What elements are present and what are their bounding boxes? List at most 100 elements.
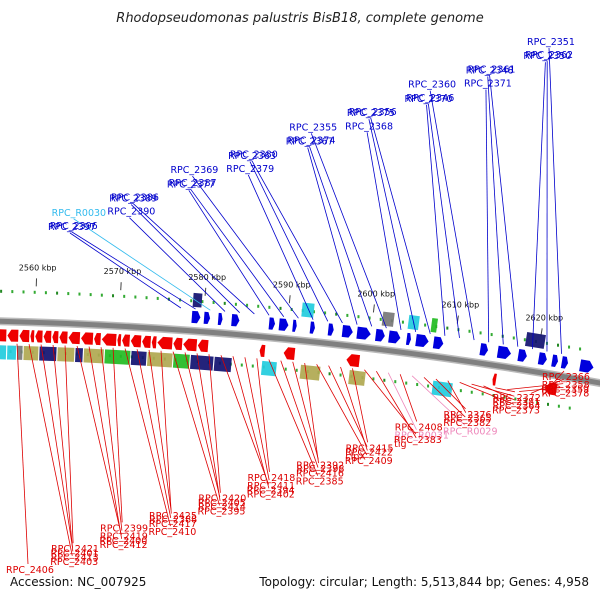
label-leader-line [495, 387, 515, 393]
gene-label: RPC_2364 [493, 401, 541, 412]
label-leader-line [132, 203, 255, 315]
label-leader-line [208, 354, 221, 493]
gene-label: RPC_2370 [405, 94, 453, 105]
gene-label: RPC_2410 [148, 527, 196, 538]
gene-label: RPC_2411 [247, 481, 295, 492]
inner-scale-dot [240, 363, 243, 367]
label-leader-line [244, 357, 270, 481]
outer-scale-dot [67, 292, 70, 296]
outer-scale-dot [78, 292, 81, 296]
outer-scale-dot [268, 305, 271, 309]
gene-label: RPC_2366 [542, 372, 590, 383]
label-leader-line [429, 90, 475, 341]
forward-gene-arrow [405, 332, 411, 346]
label-leader-line [366, 132, 402, 331]
label-leader-line [340, 366, 368, 451]
gene-label: RPC_2371 [464, 79, 512, 90]
reverse-gene-arrow [59, 331, 68, 344]
reverse-gene-arrow [173, 337, 183, 351]
outer-scale-dot [56, 291, 59, 295]
label-leader-line [352, 368, 369, 443]
forward-gene-arrow [415, 334, 429, 348]
outer-scale-dot [212, 300, 215, 304]
outer-scale-dot [22, 290, 25, 294]
inner-scale-dot [427, 384, 430, 388]
label-leader-line [532, 62, 546, 350]
gene-label: RPC_2394 [247, 486, 295, 497]
kbp-tick-mark [288, 295, 291, 304]
reverse-cog-block [260, 360, 277, 377]
forward-gene-arrow [231, 314, 240, 327]
forward-gene-arrow [388, 330, 401, 344]
rna-gene-label: RPC_R0031 [394, 431, 449, 442]
gene-label: RPC_2378 [541, 388, 589, 399]
outer-scale-dot [223, 301, 226, 305]
reverse-cog-block [431, 380, 453, 398]
reverse-gene-arrow [94, 332, 101, 346]
cog-feature-layer [0, 292, 546, 398]
label-leader-line [542, 370, 565, 396]
label-leader-line [251, 160, 343, 324]
inner-scale-dot [514, 397, 517, 401]
label-leader-line [548, 47, 562, 354]
inner-scale-dot [372, 377, 375, 381]
outer-scale-dot [357, 315, 360, 319]
gene-label: RPC_2355 [289, 122, 337, 133]
label-leader-line [310, 133, 387, 329]
inner-scale-dot [503, 395, 506, 399]
forward-gene-arrow [309, 321, 315, 334]
outer-scale-dot [446, 326, 449, 330]
gene-label: RPC_2420 [198, 494, 246, 505]
gene-label: RPC_2368 [345, 121, 393, 132]
gene-label: RPC_2419 [100, 532, 148, 543]
outer-scale-dot [324, 311, 327, 315]
kbp-tick-label: 2620 kbp [525, 313, 563, 322]
gene-label: RPC_2397 [48, 222, 96, 233]
outer-scale-dot [523, 338, 526, 342]
gene-label: clpX [345, 451, 366, 462]
gene-label: RPC_2408 [395, 422, 443, 433]
inner-scale-dot [416, 383, 419, 387]
label-leader-line [423, 377, 466, 418]
genome-backbone [0, 318, 600, 386]
forward-gene-arrow [560, 356, 569, 369]
gene-label: RPC_2387 [169, 178, 217, 189]
backbone-layer [0, 317, 600, 388]
gene-label: RPC_2409 [345, 456, 393, 467]
gene-label: RPC_2377 [167, 179, 215, 190]
gene-label: RPC_2375 [347, 108, 395, 119]
reverse-gene-arrow [197, 339, 209, 353]
reverse-gene-arrow [43, 330, 52, 343]
reverse-gene-arrow [283, 347, 296, 360]
gene-label: RPC_2402 [247, 489, 295, 500]
inner-scale-dot [394, 380, 397, 384]
outer-scale-dot [557, 343, 560, 347]
reverse-cog-block [299, 364, 321, 381]
outer-scale-dot [512, 336, 515, 340]
inner-scale-dot [492, 394, 495, 398]
label-leader-line [16, 343, 29, 565]
gene-label: RPC_2358 [542, 380, 590, 391]
gene-label: RPC_2376 [444, 410, 492, 421]
gene-label: RPC_2400 [99, 536, 147, 547]
forward-gene-arrow [292, 319, 297, 332]
gene-label: RPC_2412 [100, 540, 148, 551]
label-leader-line [370, 117, 431, 334]
accession-text: Accession: NC_007925 [10, 575, 146, 589]
outer-scale-dot [44, 291, 47, 295]
label-leader-line [112, 347, 123, 523]
genome-summary-text: Topology: circular; Length: 5,513,844 bp… [258, 575, 589, 589]
map-title: Rhodopseudomonas palustris BisB18, compl… [116, 11, 483, 26]
inner-scale-dot [547, 402, 550, 406]
reverse-gene-arrow [30, 330, 35, 343]
forward-gene-arrow [537, 352, 547, 365]
gene-label: RPC_2373 [492, 405, 540, 416]
outer-scale-dot [312, 310, 315, 314]
rna-gene-label: RPC_R0030 [52, 208, 107, 219]
reverse-gene-arrow [0, 329, 7, 342]
label-leader-line [129, 217, 226, 312]
gene-label: RPC_2388 [149, 515, 197, 526]
label-leader-line [530, 378, 564, 394]
reverse-gene-arrow [259, 344, 266, 358]
label-leader-line [471, 383, 515, 397]
